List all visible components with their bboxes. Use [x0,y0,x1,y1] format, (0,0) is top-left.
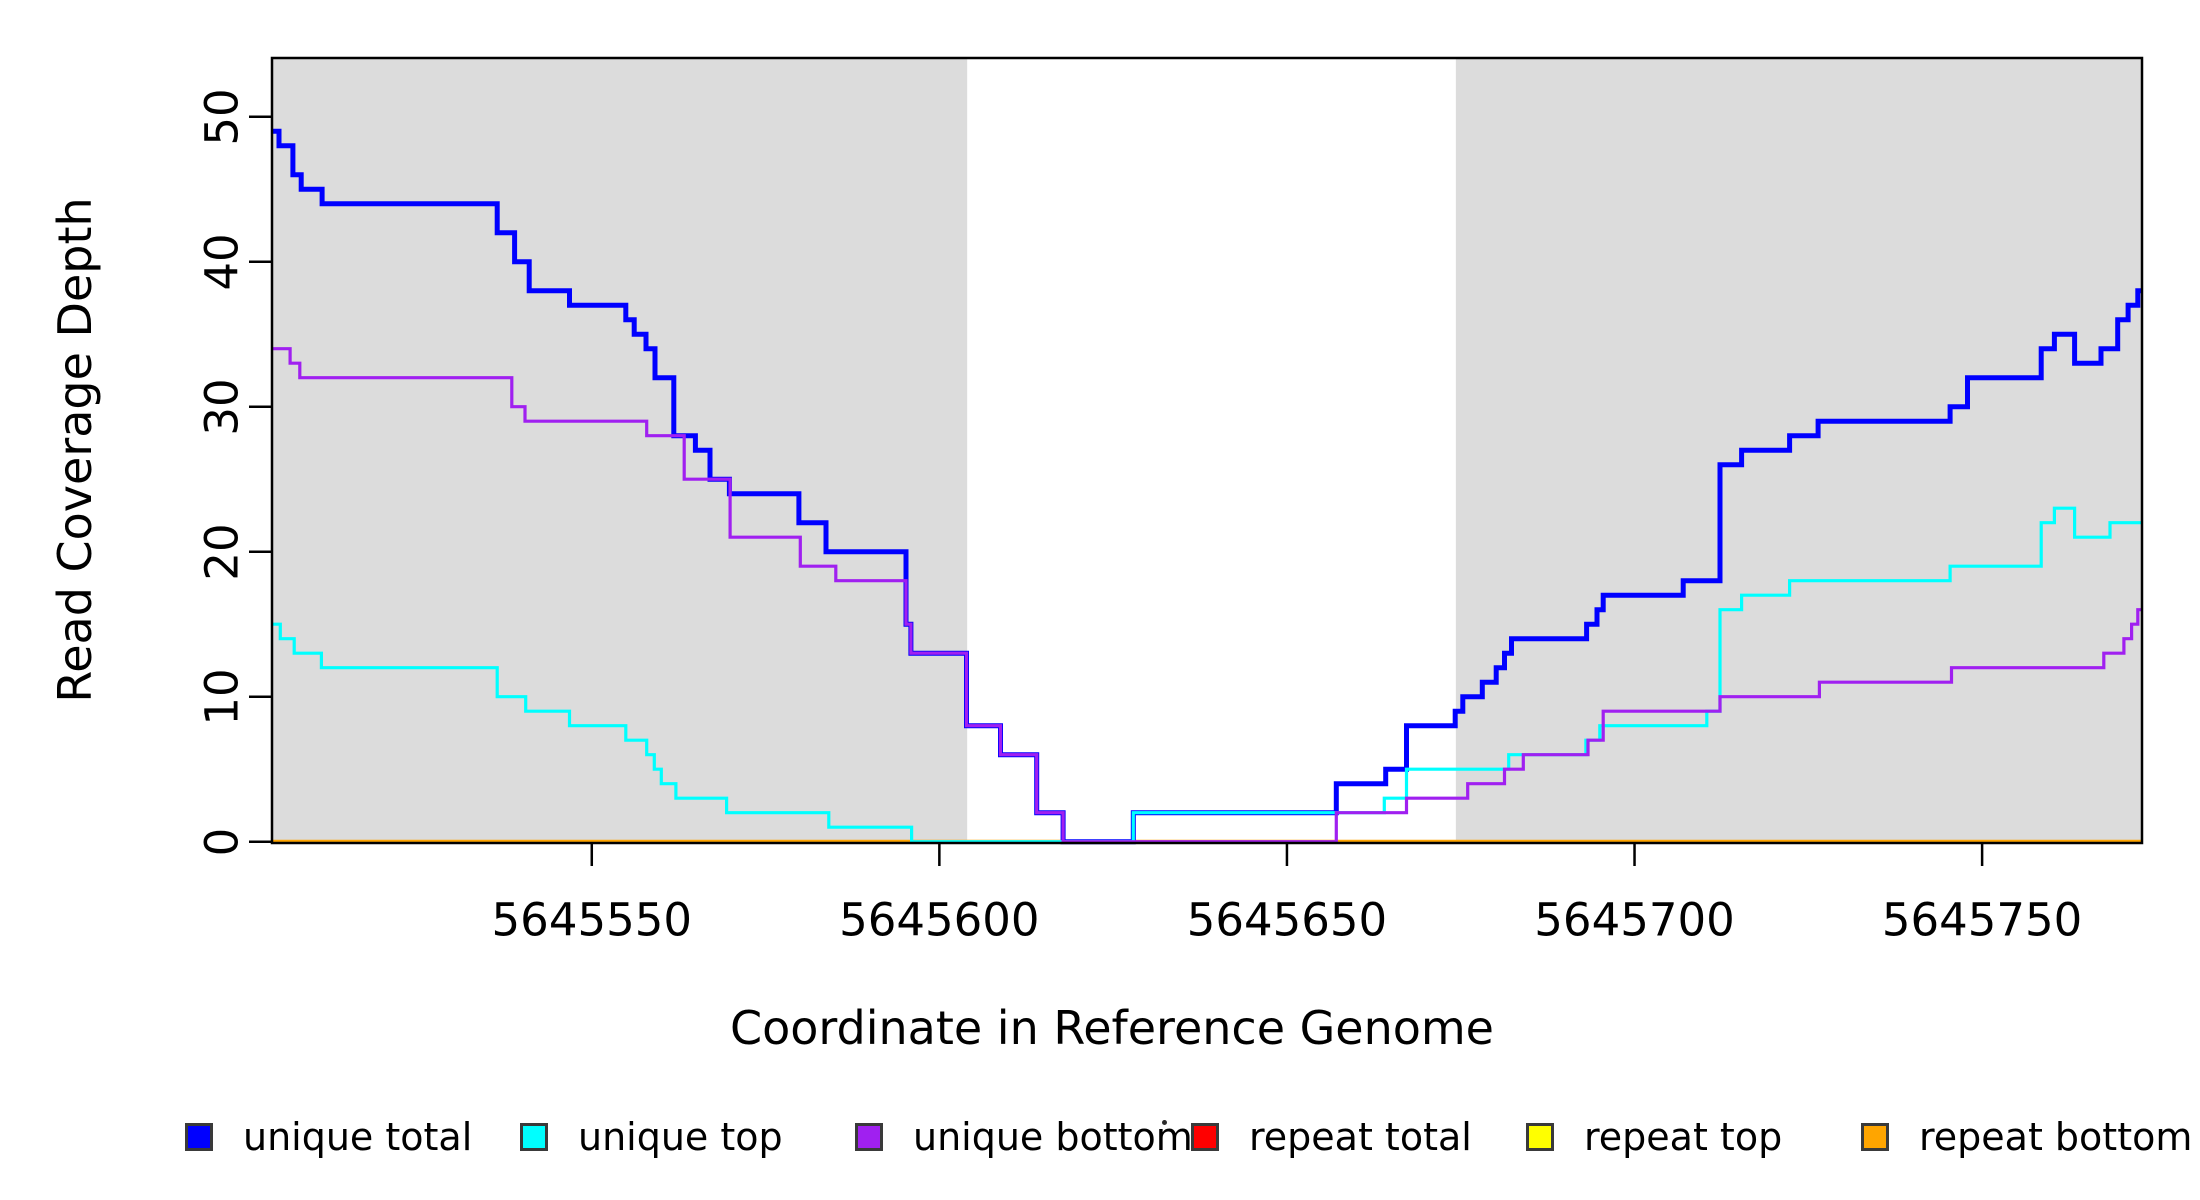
legend-item-repeat-total: repeat total [1191,1115,1472,1159]
x-tick-label: 5645550 [491,893,692,947]
y-tick-label: 30 [195,378,249,436]
y-tick-label: 50 [195,88,249,146]
legend-label: repeat total [1249,1115,1472,1159]
legend-swatch-icon [520,1123,548,1151]
y-tick-label: 20 [195,523,249,581]
legend-item-repeat-bottom: repeat bottom [1861,1115,2192,1159]
coverage-series-lines [272,128,2142,845]
legend-label: unique bottom [913,1115,1193,1159]
legend-swatch-icon [185,1123,213,1151]
legend-item-unique-total: unique total [185,1115,472,1159]
repeat-region-shading [272,58,2142,843]
x-tick-label: 5645700 [1534,893,1735,947]
y-axis-title: Read Coverage Depth [48,197,102,703]
series-line-unique-top [272,506,2142,844]
x-axis-title: Coordinate in Reference Genome [730,1001,1494,1055]
series-line-unique-bottom [272,347,2142,844]
x-tick-label: 5645750 [1881,893,2083,947]
legend-swatch-icon [1526,1123,1554,1151]
legend-label: repeat top [1584,1115,1783,1159]
x-tick-label: 5645600 [839,893,1040,947]
legend-swatch-icon [1861,1123,1889,1151]
legend-label: unique total [243,1115,473,1159]
series-line-unique-total [272,128,2142,845]
legend-item-unique-top: unique top [520,1115,783,1159]
legend-swatch-icon [855,1123,883,1151]
repeat-region-rect [272,58,968,843]
y-tick-label: 40 [195,233,249,291]
legend-swatch-icon [1191,1123,1219,1151]
y-tick-label: 0 [195,827,249,857]
plot-border [270,56,2144,845]
legend-item-repeat-top: repeat top [1526,1115,1782,1159]
repeat-region-rect [1455,58,2142,843]
stray-dot-artifact [1162,1120,1167,1125]
plot-frame-and-ticks [249,56,2144,866]
legend-label: repeat bottom [1919,1115,2193,1159]
legend-item-unique-bottom: unique bottom [855,1115,1193,1159]
legend-label: unique top [578,1115,783,1159]
x-tick-label: 5645650 [1186,893,1388,947]
y-tick-label: 10 [195,668,249,726]
